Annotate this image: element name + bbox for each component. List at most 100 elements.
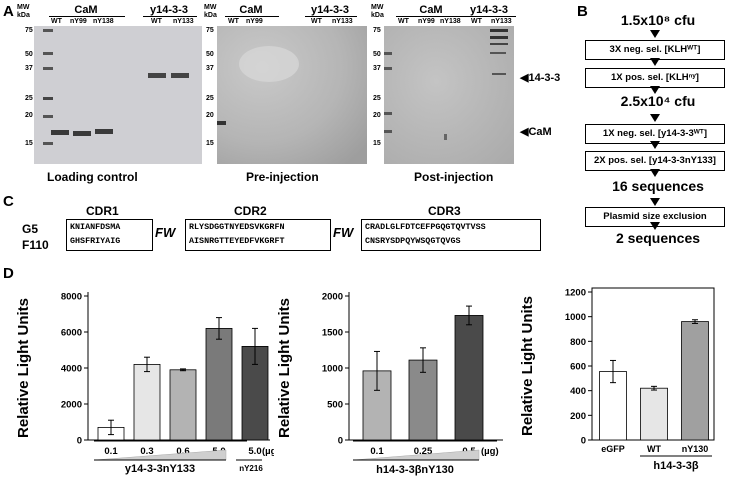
y-tick-label: 200 [570, 411, 586, 422]
y-tick-label: 800 [570, 337, 586, 348]
mw-tick-15: 15 [206, 140, 214, 147]
arrow-left-icon: ◀ [520, 126, 529, 138]
x-tick-label: 0.1 [104, 446, 118, 457]
group-label-y14: y14-3-3 [150, 4, 188, 16]
down-arrow-icon [650, 169, 660, 177]
panel-b-letter: B [577, 3, 588, 20]
gel-image-loading [34, 26, 202, 164]
kda-header: kDa [371, 12, 384, 19]
panel-d-letter: D [3, 265, 14, 282]
mw-tick-37: 37 [373, 65, 381, 72]
x-tick-label: nY130 [682, 444, 709, 454]
lane-label: WT [311, 18, 322, 25]
mw-header: MW [371, 4, 384, 11]
divider [49, 16, 125, 17]
chart-h14-dose: Relative Light Units 0 500 1000 1500 2000 0.1 0… [276, 292, 503, 476]
clone-name-g5: G5 [22, 222, 39, 236]
chart-y14-dose: Relative Light Units 0 2000 4000 6000 8000 0.1… [15, 292, 274, 476]
bar [408, 359, 438, 441]
group-label: y14-3-3nY133 [125, 463, 195, 475]
lane-label: WT [398, 18, 409, 25]
arrow-label: CaM [528, 126, 552, 138]
lane-label: nY133 [173, 18, 194, 25]
cdr3-seq-f110: CNSRYSDPQYWSQGTQVGS [365, 236, 461, 246]
x-tick-label: 0.1 [370, 446, 384, 457]
group-label: h14-3-3βnY130 [376, 464, 454, 476]
cdr2-box: RLYSDGGTNYEDSVKGRFN AISNRGTTEYEDFVKGRFT [185, 219, 331, 251]
down-arrow-icon [650, 141, 660, 149]
lane-label: nY133 [332, 18, 353, 25]
y-tick-label: 400 [570, 386, 586, 397]
mw-tick-25: 25 [206, 95, 214, 102]
down-arrow-icon [650, 198, 660, 206]
mw-tick-75: 75 [25, 27, 33, 34]
lane-label: WT [228, 18, 239, 25]
y-tick-label: 1000 [565, 312, 586, 323]
mw-tick-50: 50 [25, 51, 33, 58]
lane-label: WT [471, 18, 482, 25]
x-tick-label: eGFP [601, 444, 625, 454]
cdr1-box: KNIANFDSMA GHSFRIYAIG [66, 219, 153, 251]
x-tick-label: 0.6 [176, 446, 189, 457]
mw-tick-37: 37 [206, 65, 214, 72]
lane-label: WT [151, 18, 162, 25]
cdr3-seq-g5: CRADLGLFDTCEFPGQGTQVTVSS [365, 222, 486, 232]
bar [133, 364, 161, 441]
fw-label: FW [155, 225, 176, 240]
sequences-16: 16 sequences [612, 178, 704, 194]
panel-c-letter: C [3, 193, 14, 210]
caption-loading-control: Loading control [47, 170, 138, 184]
kda-header: kDa [204, 12, 217, 19]
arrow-14-3-3: ◀14-3-3 [520, 71, 560, 84]
mw-header: MW [17, 4, 30, 11]
y-tick-label: 2000 [322, 292, 343, 303]
arrow-left-icon: ◀ [520, 72, 529, 84]
mw-tick-75: 75 [373, 27, 381, 34]
gel-image-pre [217, 26, 367, 164]
divider [396, 16, 468, 17]
down-arrow-icon [650, 30, 660, 38]
y-tick-label: 0 [338, 436, 343, 447]
lane-label: nY99 [246, 18, 263, 25]
bar [640, 387, 668, 441]
mw-tick-15: 15 [25, 140, 33, 147]
group-label-cam: CaM [74, 4, 98, 16]
y-tick-label: 1200 [565, 288, 586, 299]
y-tick-label: 500 [327, 400, 343, 411]
flow-arrows [650, 30, 660, 230]
lane-label: nY138 [93, 18, 114, 25]
cdr3-box: CRADLGLFDTCEFPGQGTQVTVSS CNSRYSDPQYWSQGT… [361, 219, 541, 251]
cfu-mid: 2.5x10⁴ cfu [620, 93, 696, 109]
mw-header: MW [204, 4, 217, 11]
group-label-y14: y14-3-3 [311, 4, 349, 16]
fw-label: FW [333, 225, 354, 240]
cdr2-header: CDR2 [234, 204, 267, 218]
y-axis-label: Relative Light Units [15, 298, 32, 438]
bar [454, 315, 484, 441]
x-tick-label: 0.3 [140, 446, 153, 457]
lane-label: nY138 [440, 18, 461, 25]
lane-label: nY99 [418, 18, 435, 25]
down-arrow-icon [650, 58, 660, 66]
mw-tick-37: 37 [25, 65, 33, 72]
mw-tick-50: 50 [373, 51, 381, 58]
group-label-y14: y14-3-3 [470, 4, 508, 16]
kda-header: kDa [17, 12, 30, 19]
x-tick-label: 0.25 [414, 446, 433, 457]
group-label-cam: CaM [419, 4, 443, 16]
bar [169, 369, 197, 441]
cdr2-seq-g5: RLYSDGGTNYEDSVKGRFN [189, 222, 285, 232]
lane-label: WT [51, 18, 62, 25]
arrow-label: 14-3-3 [528, 72, 561, 84]
mw-tick-50: 50 [206, 51, 214, 58]
clone-name-f110: F110 [22, 238, 49, 252]
arrow-cam: ◀CaM [520, 125, 552, 138]
mw-tick-25: 25 [25, 95, 33, 102]
lane-label: nY133 [491, 18, 512, 25]
cdr1-header: CDR1 [86, 204, 119, 218]
x-tick-label: WT [647, 444, 661, 454]
down-arrow-icon [650, 86, 660, 94]
down-arrow-icon [650, 114, 660, 122]
y-axis-label: Relative Light Units [519, 296, 536, 436]
y-tick-label: 2000 [61, 400, 82, 411]
